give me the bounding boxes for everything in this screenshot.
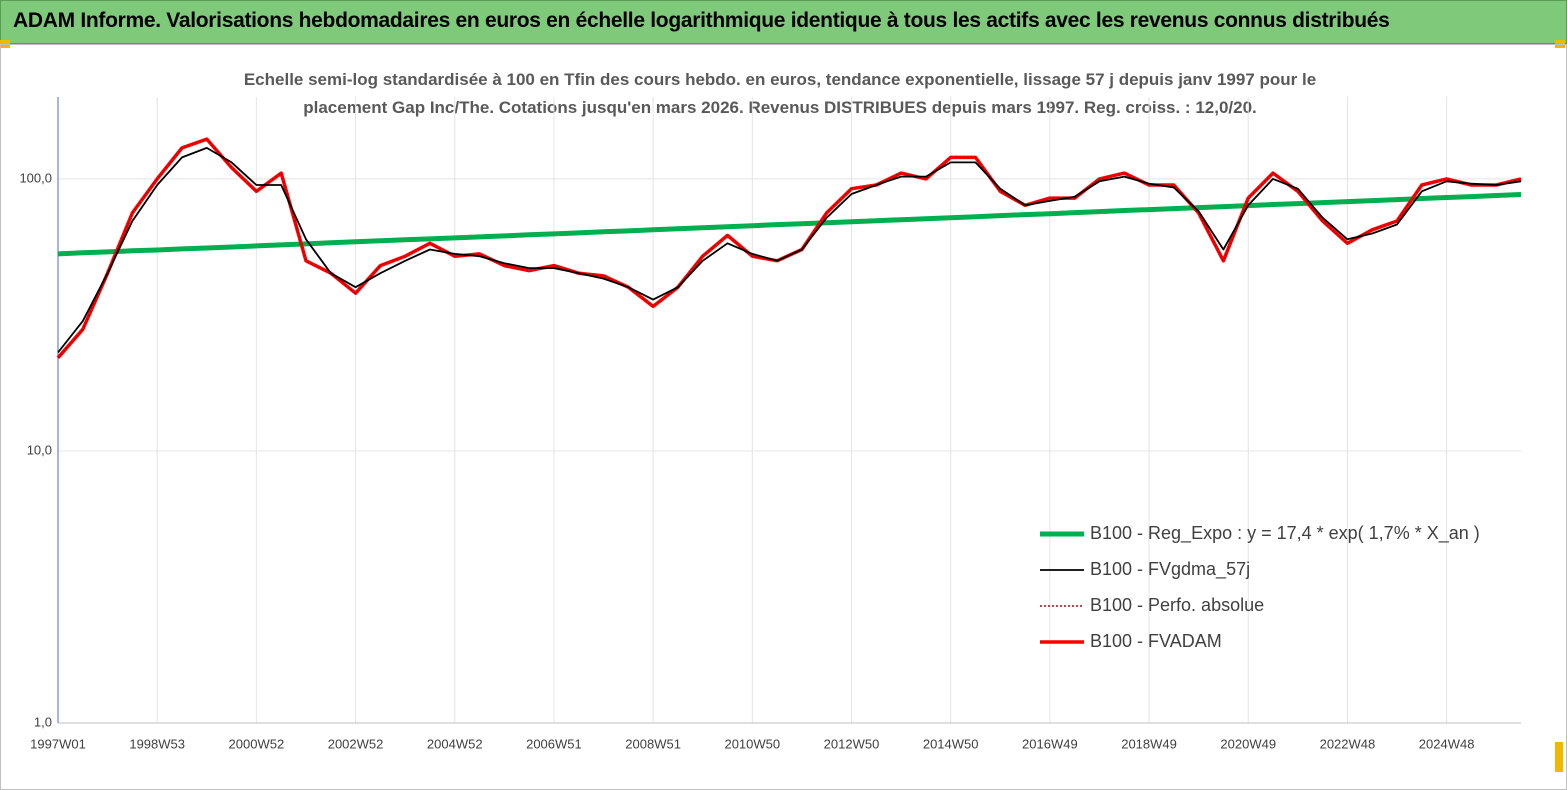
legend-label: B100 - Perfo. absolue — [1090, 595, 1264, 615]
y-tick-label: 1,0 — [34, 714, 52, 729]
x-tick-label: 1997W01 — [30, 736, 86, 751]
x-tick-label: 2002W52 — [328, 736, 384, 751]
series-line — [57, 147, 1522, 354]
x-tick-label: 2008W51 — [625, 736, 681, 751]
y-tick-label: 100,0 — [19, 170, 52, 185]
x-tick-label: 2014W50 — [923, 736, 979, 751]
x-tick-label: 1998W53 — [129, 736, 185, 751]
x-tick-label: 2010W50 — [724, 736, 780, 751]
series-line — [56, 137, 1522, 359]
y-tick-label: 10,0 — [27, 442, 52, 457]
x-tick-label: 2016W49 — [1022, 736, 1078, 751]
x-tick-label: 2000W52 — [229, 736, 285, 751]
x-tick-label: 2012W50 — [824, 736, 880, 751]
chart-title: Echelle semi-log standardisée à 100 en T… — [243, 70, 1317, 117]
x-tick-label: 2022W48 — [1320, 736, 1376, 751]
series-line — [57, 192, 1522, 257]
series-line — [57, 138, 1522, 359]
page-title: ADAM Informe. Valorisations hebdomadaire… — [13, 9, 1390, 32]
legend-label: B100 - FVADAM — [1090, 631, 1222, 651]
x-tick-label: 2024W48 — [1419, 736, 1475, 751]
legend-label: B100 - FVgdma_57j — [1090, 559, 1250, 580]
banner: ADAM Informe. Valorisations hebdomadaire… — [0, 0, 1567, 44]
corner-mark — [1555, 742, 1563, 772]
x-tick-label: 2006W51 — [526, 736, 582, 751]
x-tick-label: 2020W49 — [1220, 736, 1276, 751]
legend-label: B100 - Reg_Expo : y = 17,4 * exp( 1,7% *… — [1090, 523, 1480, 544]
x-tick-label: 2004W52 — [427, 736, 483, 751]
x-tick-label: 2018W49 — [1121, 736, 1177, 751]
